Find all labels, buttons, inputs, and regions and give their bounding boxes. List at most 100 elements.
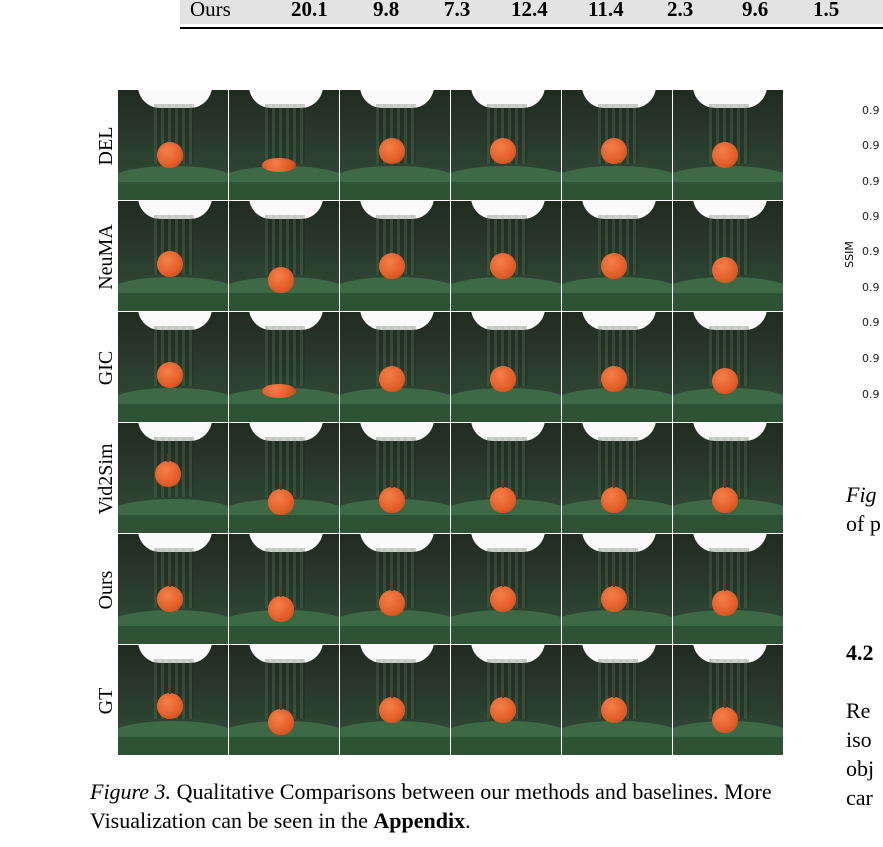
ceiling-light xyxy=(138,90,212,108)
orange-object xyxy=(157,362,183,388)
y-tick-label: 0.9 xyxy=(862,245,880,258)
orange-object xyxy=(379,590,405,616)
stem xyxy=(391,583,393,591)
stem xyxy=(502,579,504,587)
table-front xyxy=(118,293,228,311)
orange-object xyxy=(601,487,627,513)
table-front xyxy=(229,404,339,422)
stem xyxy=(724,700,726,708)
body-line: car xyxy=(846,785,873,810)
table-front xyxy=(673,626,783,644)
video-frame xyxy=(562,312,672,422)
table-front xyxy=(562,515,672,533)
ceiling-light xyxy=(471,201,545,219)
orange-object xyxy=(268,596,294,622)
y-tick-label: 0.9 xyxy=(862,388,880,401)
stem xyxy=(391,690,393,698)
video-frame xyxy=(340,423,450,533)
stem xyxy=(724,583,726,591)
y-tick-label: 0.9 xyxy=(862,139,880,152)
ceiling-light xyxy=(360,312,434,330)
table-front xyxy=(340,293,450,311)
background-curtain xyxy=(265,437,305,497)
video-frame xyxy=(673,645,783,755)
y-tick-label: 0.9 xyxy=(862,104,880,117)
stem xyxy=(613,579,615,587)
table-front xyxy=(229,515,339,533)
right-body-text: Re iso obj car xyxy=(846,696,874,812)
video-frame xyxy=(562,201,672,311)
video-frame xyxy=(118,645,228,755)
orange-object xyxy=(268,709,294,735)
table-front xyxy=(340,515,450,533)
stem xyxy=(167,454,169,462)
ceiling-light xyxy=(471,423,545,441)
table-front xyxy=(451,404,561,422)
section-heading: 4.2 xyxy=(846,640,874,665)
table-front xyxy=(118,737,228,755)
appendix-reference: Appendix xyxy=(373,808,466,833)
video-frame xyxy=(562,534,672,644)
orange-object xyxy=(262,384,296,398)
table-cell: 12.4 xyxy=(511,0,548,21)
video-frame xyxy=(451,312,561,422)
stem xyxy=(502,690,504,698)
orange-object xyxy=(490,138,516,164)
table-front xyxy=(451,737,561,755)
ceiling-light xyxy=(360,201,434,219)
table-cell: 2.3 xyxy=(667,0,694,21)
table-front xyxy=(118,404,228,422)
table-front xyxy=(451,515,561,533)
table-front xyxy=(229,182,339,200)
video-frame xyxy=(673,534,783,644)
orange-object xyxy=(379,366,405,392)
stem xyxy=(280,482,282,490)
caption-text: Qualitative Comparisons between our meth… xyxy=(90,779,772,833)
table-front xyxy=(673,293,783,311)
stem xyxy=(724,480,726,488)
ceiling-light xyxy=(138,312,212,330)
ceiling-light xyxy=(249,90,323,108)
table-front xyxy=(229,293,339,311)
video-frame xyxy=(340,312,450,422)
right-caption-line: of p xyxy=(846,511,881,536)
orange-object xyxy=(490,697,516,723)
table-front xyxy=(340,404,450,422)
video-frame xyxy=(451,645,561,755)
video-frame xyxy=(118,90,228,200)
stem xyxy=(280,589,282,597)
orange-object xyxy=(155,461,181,487)
ceiling-light xyxy=(138,423,212,441)
table-front xyxy=(673,737,783,755)
table-cell: 9.8 xyxy=(373,0,400,21)
ceiling-light xyxy=(693,645,767,663)
table-front xyxy=(451,293,561,311)
table-front xyxy=(451,626,561,644)
table-front xyxy=(673,182,783,200)
video-frame xyxy=(229,423,339,533)
ceiling-light xyxy=(693,423,767,441)
caption-end: . xyxy=(465,808,471,833)
background-curtain xyxy=(265,104,305,164)
y-tick-label: 0.9 xyxy=(862,316,880,329)
orange-object xyxy=(601,586,627,612)
video-frame xyxy=(229,645,339,755)
ceiling-light xyxy=(138,645,212,663)
ceiling-light xyxy=(360,645,434,663)
ceiling-light xyxy=(471,645,545,663)
table-front xyxy=(229,626,339,644)
orange-object xyxy=(379,697,405,723)
y-tick-label: 0.9 xyxy=(862,210,880,223)
video-frame xyxy=(451,534,561,644)
table-bottom-rule xyxy=(180,27,883,29)
video-frame xyxy=(673,90,783,200)
body-line: iso xyxy=(846,727,872,752)
stem xyxy=(613,690,615,698)
table-front xyxy=(118,182,228,200)
orange-object xyxy=(379,253,405,279)
ceiling-light xyxy=(249,534,323,552)
video-frame xyxy=(562,90,672,200)
ceiling-light xyxy=(582,201,656,219)
ceiling-light xyxy=(693,201,767,219)
stem xyxy=(613,480,615,488)
